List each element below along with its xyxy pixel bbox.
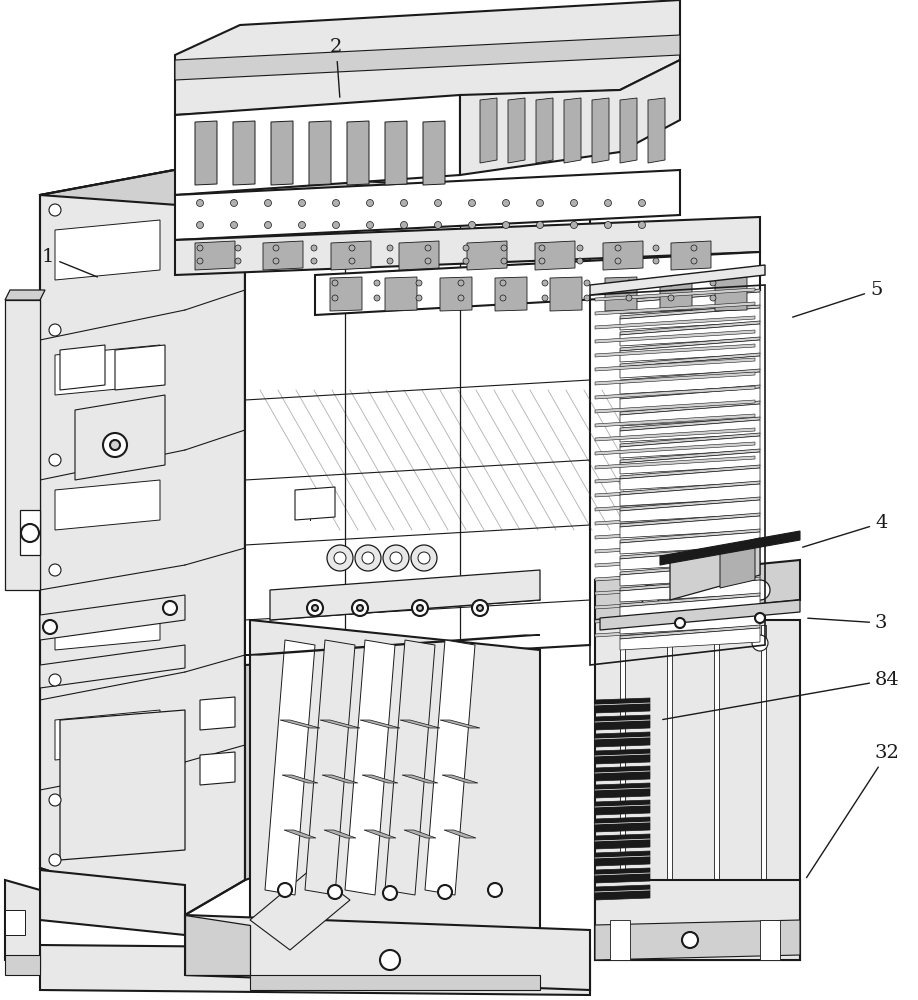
- Circle shape: [501, 245, 507, 251]
- Polygon shape: [595, 400, 755, 413]
- Polygon shape: [620, 436, 760, 458]
- Polygon shape: [595, 568, 755, 581]
- Polygon shape: [595, 800, 650, 815]
- Polygon shape: [595, 442, 755, 455]
- Polygon shape: [5, 955, 40, 975]
- Circle shape: [425, 245, 431, 251]
- Circle shape: [536, 222, 543, 229]
- Circle shape: [425, 258, 431, 264]
- Circle shape: [584, 280, 590, 286]
- Polygon shape: [620, 609, 760, 623]
- Polygon shape: [245, 635, 540, 655]
- Circle shape: [752, 635, 768, 651]
- Polygon shape: [331, 241, 371, 270]
- Polygon shape: [595, 698, 650, 713]
- Polygon shape: [295, 487, 335, 520]
- Circle shape: [472, 600, 488, 616]
- Polygon shape: [270, 570, 540, 620]
- Polygon shape: [200, 697, 235, 730]
- Polygon shape: [385, 277, 417, 311]
- Polygon shape: [536, 98, 553, 163]
- Polygon shape: [400, 720, 440, 728]
- Polygon shape: [595, 540, 755, 553]
- Circle shape: [387, 245, 393, 251]
- Polygon shape: [280, 720, 320, 728]
- Circle shape: [501, 258, 507, 264]
- Polygon shape: [322, 775, 358, 783]
- Polygon shape: [55, 605, 160, 650]
- Polygon shape: [5, 290, 45, 300]
- Polygon shape: [305, 640, 355, 895]
- Text: 3: 3: [808, 614, 888, 632]
- Circle shape: [438, 885, 452, 899]
- Circle shape: [311, 258, 317, 264]
- Circle shape: [604, 222, 611, 229]
- Polygon shape: [5, 880, 40, 970]
- Polygon shape: [620, 532, 760, 554]
- Polygon shape: [620, 548, 760, 570]
- Polygon shape: [55, 480, 160, 530]
- Circle shape: [710, 295, 716, 301]
- Circle shape: [539, 258, 545, 264]
- Circle shape: [653, 245, 659, 251]
- Polygon shape: [595, 749, 650, 764]
- Polygon shape: [40, 945, 590, 995]
- Polygon shape: [195, 241, 235, 270]
- Polygon shape: [440, 720, 480, 728]
- Polygon shape: [40, 645, 185, 688]
- Circle shape: [264, 200, 272, 207]
- Circle shape: [542, 280, 548, 286]
- Circle shape: [412, 600, 428, 616]
- Polygon shape: [55, 220, 160, 280]
- Polygon shape: [284, 830, 316, 838]
- Polygon shape: [385, 640, 435, 895]
- Circle shape: [463, 258, 469, 264]
- Polygon shape: [535, 241, 575, 270]
- Polygon shape: [233, 121, 255, 185]
- Polygon shape: [263, 241, 303, 270]
- Circle shape: [49, 324, 61, 336]
- Polygon shape: [620, 305, 760, 319]
- Polygon shape: [250, 975, 540, 990]
- Polygon shape: [315, 252, 760, 315]
- Circle shape: [570, 200, 577, 207]
- Circle shape: [615, 245, 621, 251]
- Polygon shape: [620, 340, 760, 362]
- Polygon shape: [595, 596, 755, 609]
- Polygon shape: [620, 513, 760, 527]
- Polygon shape: [620, 372, 760, 394]
- Circle shape: [21, 524, 39, 542]
- Polygon shape: [175, 170, 680, 240]
- Polygon shape: [595, 560, 800, 620]
- Circle shape: [374, 295, 380, 301]
- Polygon shape: [603, 241, 643, 270]
- Polygon shape: [5, 910, 25, 935]
- Circle shape: [49, 454, 61, 466]
- Circle shape: [675, 618, 685, 628]
- Polygon shape: [195, 121, 217, 185]
- Circle shape: [539, 245, 545, 251]
- Polygon shape: [175, 0, 680, 115]
- Polygon shape: [620, 596, 760, 618]
- Polygon shape: [620, 516, 760, 538]
- Polygon shape: [364, 830, 396, 838]
- Polygon shape: [564, 98, 581, 163]
- Polygon shape: [320, 720, 360, 728]
- Polygon shape: [40, 168, 245, 915]
- Circle shape: [755, 613, 765, 623]
- Circle shape: [639, 222, 645, 229]
- Polygon shape: [714, 625, 719, 955]
- Polygon shape: [595, 624, 755, 637]
- Polygon shape: [442, 775, 478, 783]
- Polygon shape: [620, 564, 760, 586]
- Polygon shape: [620, 468, 760, 490]
- Polygon shape: [620, 449, 760, 463]
- Circle shape: [311, 245, 317, 251]
- Circle shape: [366, 200, 374, 207]
- Polygon shape: [440, 277, 472, 311]
- Circle shape: [197, 245, 203, 251]
- Polygon shape: [590, 265, 765, 295]
- Polygon shape: [185, 915, 250, 975]
- Circle shape: [349, 245, 355, 251]
